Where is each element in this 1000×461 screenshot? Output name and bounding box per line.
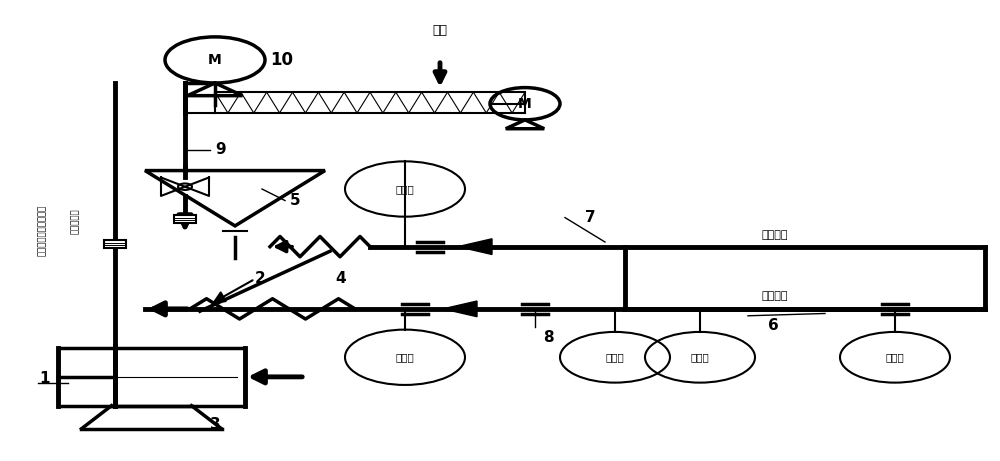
Text: 10: 10 — [270, 51, 293, 69]
Text: 流量计: 流量计 — [886, 352, 904, 362]
Text: 9: 9 — [215, 142, 226, 157]
Text: 送料蒸汽: 送料蒸汽 — [762, 230, 788, 240]
Text: 3: 3 — [210, 417, 220, 431]
Text: 2: 2 — [255, 272, 266, 286]
Text: 5: 5 — [290, 193, 301, 208]
Text: 6: 6 — [768, 318, 779, 332]
Text: 7: 7 — [585, 210, 596, 225]
Bar — [58, 348, 245, 406]
Polygon shape — [443, 301, 477, 317]
Polygon shape — [185, 177, 209, 196]
Text: 8: 8 — [543, 330, 553, 345]
Polygon shape — [161, 177, 185, 196]
Text: 1: 1 — [40, 371, 50, 385]
Text: 粉碎蒸汽: 粉碎蒸汽 — [762, 291, 788, 301]
Text: 压力表: 压力表 — [396, 184, 414, 194]
Text: 4: 4 — [335, 272, 346, 286]
Bar — [215, 92, 525, 113]
Text: 流量计: 流量计 — [606, 352, 624, 362]
Bar — [174, 215, 196, 223]
Polygon shape — [458, 239, 492, 254]
Text: M: M — [208, 53, 222, 67]
Text: M: M — [518, 97, 532, 111]
Text: 温度计: 温度计 — [691, 352, 709, 362]
Text: 有机处理剂: 有机处理剂 — [70, 208, 80, 234]
Text: 基料: 基料 — [432, 24, 448, 37]
Text: 气流研磨出料收集系统: 气流研磨出料收集系统 — [38, 205, 46, 256]
Text: 压力表: 压力表 — [396, 352, 414, 362]
Bar — [104, 240, 126, 248]
